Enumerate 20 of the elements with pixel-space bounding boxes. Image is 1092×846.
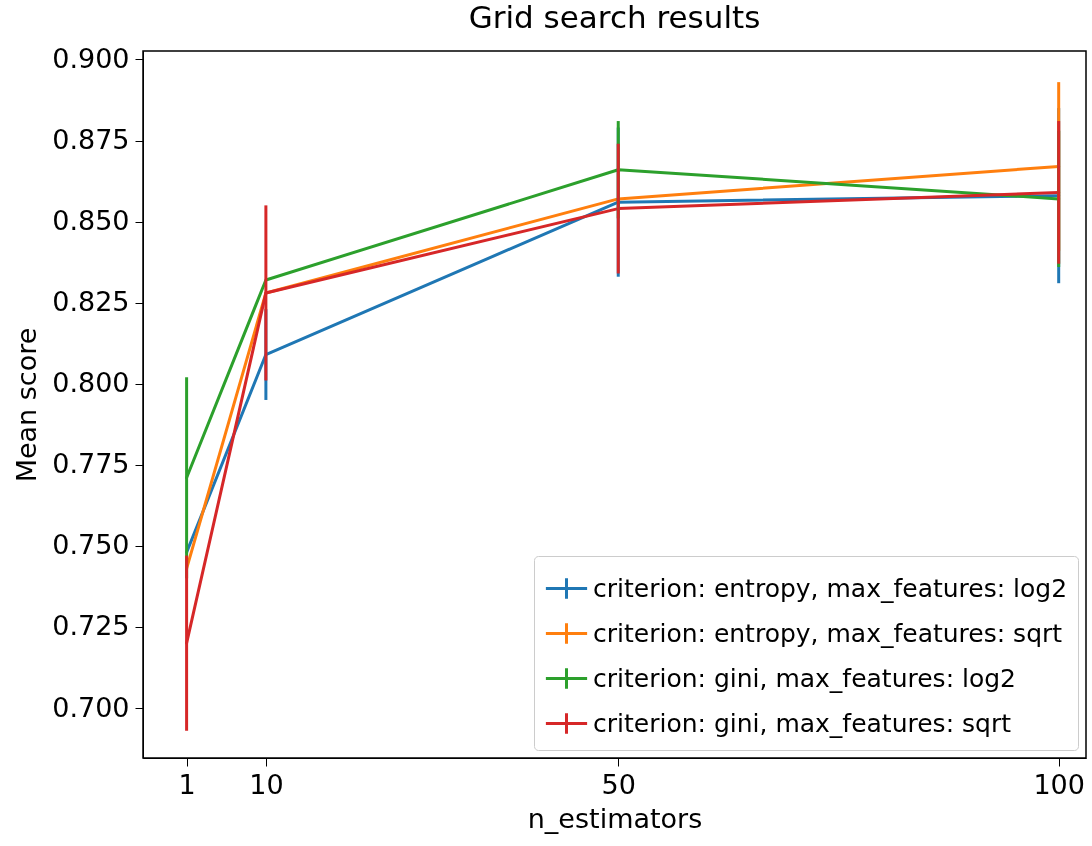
x-tick-label: 50 xyxy=(601,768,636,800)
legend-label: criterion: gini, max_features: sqrt xyxy=(593,708,1012,738)
legend-label: criterion: gini, max_features: log2 xyxy=(593,663,1017,693)
x-tick-label: 1 xyxy=(178,768,196,800)
legend-label: criterion: entropy, max_features: log2 xyxy=(593,573,1068,603)
y-tick-label: 0.900 xyxy=(52,42,130,74)
y-tick-label: 0.725 xyxy=(52,610,130,642)
x-tick-label: 10 xyxy=(249,768,284,800)
legend-label: criterion: entropy, max_features: sqrt xyxy=(593,618,1063,648)
y-tick-label: 0.825 xyxy=(52,286,130,318)
y-tick-label: 0.750 xyxy=(52,529,130,561)
y-tick-label: 0.850 xyxy=(52,205,130,237)
y-tick-label: 0.775 xyxy=(52,448,130,480)
y-axis-title: Mean score xyxy=(11,327,43,483)
y-tick-label: 0.700 xyxy=(52,691,130,723)
y-tick-label: 0.875 xyxy=(52,124,130,156)
chart-title: Grid search results xyxy=(468,0,761,36)
x-tick-label: 100 xyxy=(1033,768,1085,800)
y-tick-label: 0.800 xyxy=(52,367,130,399)
x-axis-title: n_estimators xyxy=(527,802,703,834)
